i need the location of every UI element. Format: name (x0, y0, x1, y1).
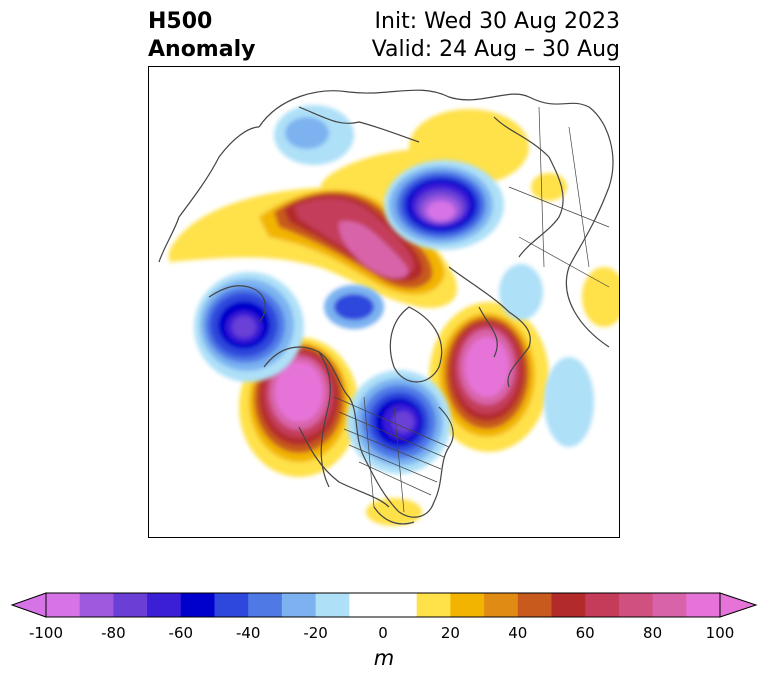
colorbar-segment (349, 593, 384, 617)
colorbar-segment (686, 593, 721, 617)
anomaly-small-east (582, 267, 619, 327)
colorbar-tick-label: -40 (235, 624, 261, 642)
colorbar-tick-label: 100 (705, 624, 735, 642)
colorbar-segment (484, 593, 519, 617)
chart-title-left: H500 Anomaly (148, 8, 255, 64)
colorbar-segment (315, 593, 350, 617)
chart-title-right: Init: Wed 30 Aug 2023 Valid: 24 Aug – 30… (372, 8, 620, 64)
anomaly-map (158, 89, 619, 526)
colorbar-segment (79, 593, 114, 617)
colorbar (10, 590, 758, 628)
colorbar-segment (383, 593, 418, 617)
negative-anomaly-regions (194, 105, 594, 474)
colorbar-segment (618, 593, 654, 617)
anomaly-siberia (384, 160, 504, 250)
title-init: Init: Wed 30 Aug 2023 (374, 9, 620, 34)
colorbar-tick-label: 60 (575, 624, 595, 642)
colorbar-segment (551, 593, 586, 617)
colorbar-tick-label: 80 (643, 624, 663, 642)
colorbar-segment (214, 593, 249, 617)
colorbar-segment (113, 593, 148, 617)
anomaly-arctic-trough-core (334, 294, 374, 320)
colorbar-unit: m (373, 646, 395, 670)
colorbar-segment (281, 593, 317, 617)
colorbar-arrow-low (10, 592, 47, 618)
colorbar-segment (180, 593, 215, 617)
colorbar-segment (416, 593, 451, 617)
colorbar-tick-label: -60 (168, 624, 194, 642)
anomaly-arctic-ridge (169, 187, 458, 308)
anomaly-europe-north (499, 264, 543, 320)
colorbar-segment (450, 593, 485, 617)
anomaly-western-europe (429, 302, 549, 452)
colorbar-border (45, 592, 721, 618)
title-variable: H500 (148, 9, 213, 34)
colorbar-arrow-high (719, 592, 758, 618)
anomaly-east-atlantic (544, 357, 594, 447)
colorbar-segment (248, 593, 283, 617)
colorbar-tick-label: -20 (303, 624, 328, 642)
anomaly-north-atlantic (194, 272, 304, 382)
colorbar-segment (46, 593, 81, 617)
colorbar-tick-label: 40 (508, 624, 528, 642)
anomaly-west-pacific-core (285, 117, 329, 149)
colorbar-segment (517, 593, 552, 617)
map-panel (148, 66, 620, 538)
colorbar-segment (147, 593, 182, 617)
colorbar-tick-label: 0 (378, 624, 388, 642)
colorbar-tick-label: -100 (28, 624, 64, 642)
title-kind: Anomaly (148, 37, 256, 62)
colorbar-segment (652, 593, 687, 617)
anomaly-eastern-canada (347, 370, 451, 474)
colorbar-segment (585, 593, 620, 617)
anomaly-gulf (366, 498, 422, 526)
colorbar-scale (10, 592, 758, 618)
title-valid: Valid: 24 Aug – 30 Aug (371, 37, 620, 62)
colorbar-tick-label: -80 (101, 624, 126, 642)
anomaly-small-northeast (531, 173, 567, 201)
coastlines (158, 89, 614, 525)
colorbar-tick-label: 20 (440, 624, 460, 642)
